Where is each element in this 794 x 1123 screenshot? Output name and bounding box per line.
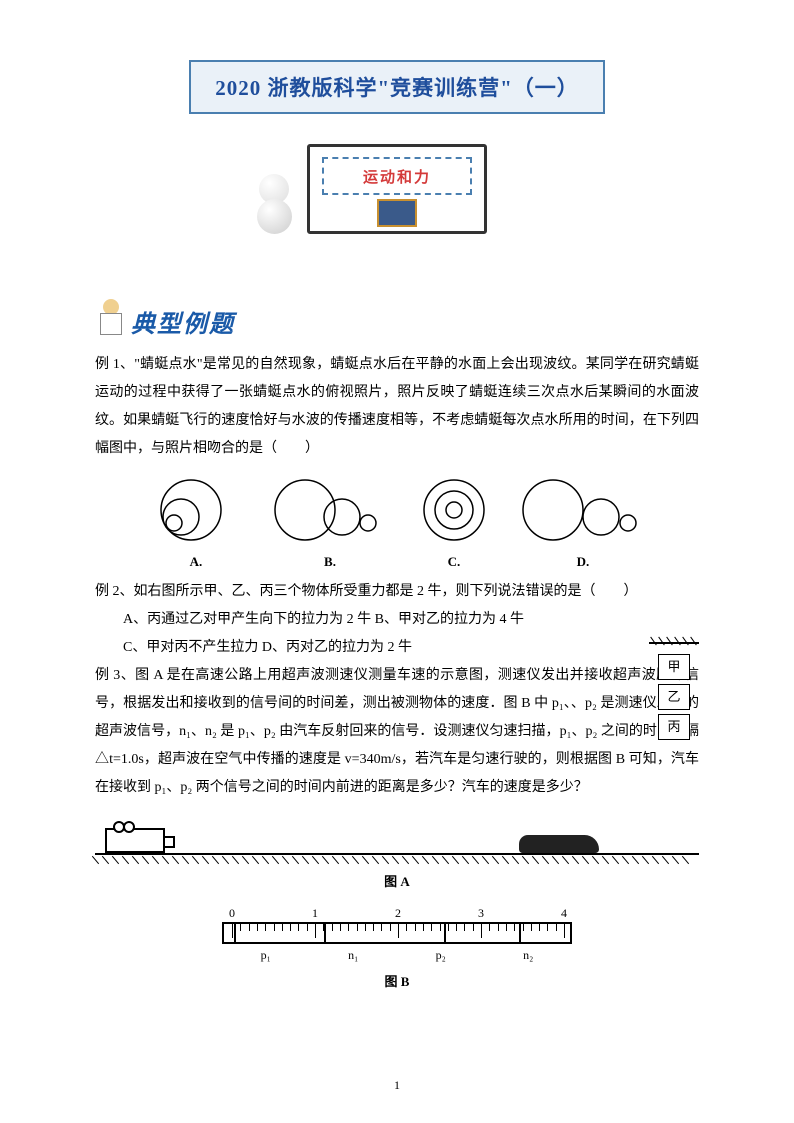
hanging-blocks-diagram: 甲 乙 丙 [649, 642, 699, 740]
signal-p2: p₂ [436, 948, 446, 963]
example2-optA: A、丙通过乙对甲产生向下的拉力为 2 牛 B、甲对乙的拉力为 4 牛 [95, 606, 699, 634]
signal-n2: n₂ [523, 948, 533, 963]
option-c-label: C. [414, 554, 494, 570]
section-header: 典型例题 [95, 299, 699, 339]
option-d-label: D. [518, 554, 648, 570]
example2-optC: C、甲对丙不产生拉力 D、丙对乙的拉力为 2 牛 [95, 634, 699, 662]
signal-p1: p₁ [261, 948, 271, 963]
figure-b-diagram: 01234 p₁ n₁ p₂ n₂ [222, 898, 572, 963]
page-title: 2020 浙教版科学"竞赛训练营"（一） [215, 76, 579, 100]
camera-icon [105, 828, 165, 853]
section-icon [95, 299, 127, 339]
figure-b-label: 图 B [95, 971, 699, 990]
option-a-label: A. [146, 554, 246, 570]
option-c: C. [414, 475, 494, 570]
option-a: A. [146, 475, 246, 570]
whiteboard-frame: 运动和力 [307, 144, 487, 234]
figure-a-diagram [95, 820, 699, 865]
section-title: 典型例题 [131, 304, 235, 339]
page-title-box: 2020 浙教版科学"竞赛训练营"（一） [189, 60, 605, 114]
example3-text: 例 3、图 A 是在高速公路上用超声波测速仪测量车速的示意图，测速仪发出并接收超… [95, 662, 699, 802]
example1-options: A. B. C. D. [95, 475, 699, 570]
circles-a-icon [146, 475, 246, 545]
whiteboard-illustration: 运动和力 [95, 144, 699, 264]
circles-c-icon [414, 475, 494, 545]
mascot-figure [247, 174, 302, 244]
circles-b-icon [270, 475, 390, 545]
page-number: 1 [394, 1078, 400, 1093]
car-icon [519, 835, 599, 853]
example1-text: 例 1、"蜻蜓点水"是常见的自然现象，蜻蜓点水后在平静的水面上会出现波纹。某同学… [95, 351, 699, 463]
option-d: D. [518, 475, 648, 570]
block-bing: 丙 [658, 714, 690, 740]
figure-a-label: 图 A [95, 871, 699, 890]
option-b: B. [270, 475, 390, 570]
whiteboard-label: 运动和力 [363, 166, 431, 187]
block-yi: 乙 [658, 684, 690, 710]
option-b-label: B. [270, 554, 390, 570]
signal-n1: n₁ [348, 948, 358, 963]
circles-d-icon [518, 475, 648, 545]
example2-text: 例 2、如右图所示甲、乙、丙三个物体所受重力都是 2 牛，则下列说法错误的是（ … [95, 578, 699, 606]
block-jia: 甲 [658, 654, 690, 680]
